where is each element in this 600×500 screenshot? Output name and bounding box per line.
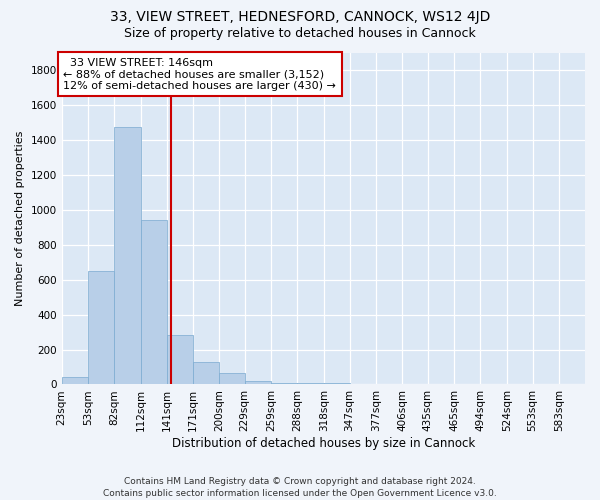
Bar — [88, 271, 114, 384]
Bar — [219, 374, 245, 384]
Bar — [141, 220, 167, 384]
Bar — [271, 382, 297, 384]
Bar — [62, 378, 88, 384]
Bar — [297, 382, 324, 384]
Text: 33 VIEW STREET: 146sqm
← 88% of detached houses are smaller (3,152)
12% of semi-: 33 VIEW STREET: 146sqm ← 88% of detached… — [64, 58, 337, 91]
Bar — [114, 127, 141, 384]
Bar — [324, 383, 350, 384]
Text: Contains HM Land Registry data © Crown copyright and database right 2024.
Contai: Contains HM Land Registry data © Crown c… — [103, 476, 497, 498]
Bar — [167, 335, 193, 384]
Bar — [245, 380, 271, 384]
Text: Size of property relative to detached houses in Cannock: Size of property relative to detached ho… — [124, 28, 476, 40]
Bar — [193, 362, 219, 384]
Y-axis label: Number of detached properties: Number of detached properties — [15, 131, 25, 306]
Text: 33, VIEW STREET, HEDNESFORD, CANNOCK, WS12 4JD: 33, VIEW STREET, HEDNESFORD, CANNOCK, WS… — [110, 10, 490, 24]
X-axis label: Distribution of detached houses by size in Cannock: Distribution of detached houses by size … — [172, 437, 475, 450]
